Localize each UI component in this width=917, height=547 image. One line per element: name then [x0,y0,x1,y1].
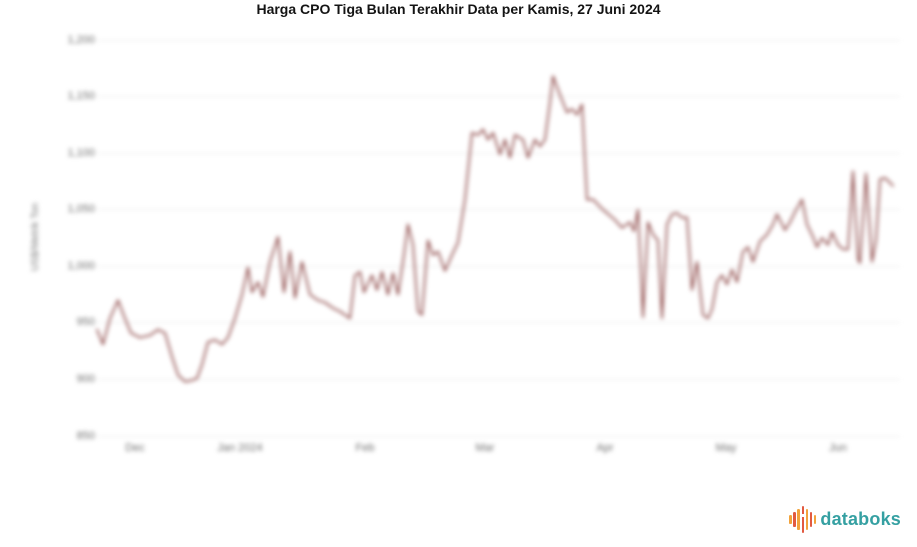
y-tick-label: 950 [76,316,95,329]
x-tick-label: May [715,442,737,454]
chart-title: Harga CPO Tiga Bulan Terakhir Data per K… [256,1,661,17]
gridline [97,209,900,211]
x-tick-label: Feb [355,442,375,454]
gridline [97,435,900,437]
price-line [96,75,894,383]
logo-bar [801,505,805,533]
y-tick-label: 1,200 [67,33,95,46]
x-tick-label: Apr [596,442,614,454]
gridline [97,378,900,380]
y-tick-label: 1,100 [67,146,95,159]
x-tick-label: Jun [829,442,847,454]
databoks-bars-icon [789,505,817,533]
y-tick-label: 1,150 [67,90,95,103]
y-tick-label: 900 [76,372,95,385]
logo-bar [813,514,817,524]
gridline [97,152,900,154]
x-tick-label: Jan 2024 [217,442,263,454]
y-tick-label: 1,050 [67,203,95,216]
gridline [97,322,900,324]
logo-bar [809,511,813,527]
logo-bar [805,508,809,530]
chart-plot-area: 850 900 950 1,000 1,050 1,100 1,150 1,200 Dec Ja… [30,33,900,454]
logo-bar [797,508,800,530]
gridline [97,265,900,267]
logo-bar [793,511,796,527]
y-tick-label: 1,000 [67,259,95,272]
price-line-svg [96,75,894,383]
gridline [97,96,900,98]
databoks-logo: databoks [789,505,901,533]
x-tick-label: Mar [475,442,495,454]
databoks-logo-text: databoks [820,508,901,529]
gridline [97,39,900,41]
x-tick-label: Dec [125,442,145,454]
logo-bar [789,514,792,524]
y-tick-label: 850 [76,429,95,442]
